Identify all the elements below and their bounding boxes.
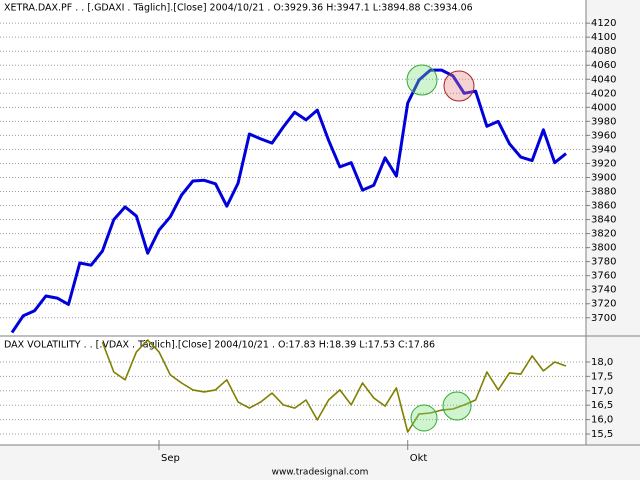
y-tick-label: 15,5 bbox=[591, 429, 613, 440]
plot-area bbox=[0, 0, 586, 445]
y-tick-label: 17,0 bbox=[591, 386, 613, 397]
y-tick-label: 4120 bbox=[591, 18, 616, 29]
y-tick-label: 3740 bbox=[591, 285, 616, 296]
y-tick-label: 3820 bbox=[591, 229, 616, 240]
y-tick-label: 3880 bbox=[591, 186, 616, 197]
y-tick-label: 3860 bbox=[591, 201, 616, 212]
chart-title: DAX VOLATILITY . . [.VDAX . Täglich].[Cl… bbox=[4, 340, 435, 351]
highlight-circle bbox=[410, 404, 438, 432]
highlight-circle bbox=[406, 64, 438, 96]
y-tick-label: 17,5 bbox=[591, 371, 613, 382]
x-tick-label: Okt bbox=[410, 453, 428, 464]
y-tick-label: 4100 bbox=[591, 32, 616, 43]
y-tick-label: 18,0 bbox=[591, 357, 613, 368]
y-tick-label: 3980 bbox=[591, 116, 616, 127]
marks: 3700 3720 3740 3760 3780 3800 3820 3840 3860 3880… bbox=[0, 18, 616, 464]
data-line bbox=[10, 68, 567, 334]
data-line bbox=[101, 339, 567, 433]
y-tick-label: 3940 bbox=[591, 144, 616, 155]
y-tick-label: 3960 bbox=[591, 130, 616, 141]
y-tick-label: 4000 bbox=[591, 102, 616, 113]
y-tick-label: 4040 bbox=[591, 74, 616, 85]
y-tick-label: 3720 bbox=[591, 299, 616, 310]
highlight-circle bbox=[443, 70, 475, 102]
y-tick-label: 3700 bbox=[591, 313, 616, 324]
y-tick-label: 3780 bbox=[591, 257, 616, 268]
chart-title: XETRA.DAX.PF . . [.GDAXI . Täglich].[Clo… bbox=[4, 3, 473, 14]
y-tick-label: 4020 bbox=[591, 88, 616, 99]
y-tick-label: 3900 bbox=[591, 172, 616, 183]
y-tick-label: 16,0 bbox=[591, 415, 613, 426]
y-tick-label: 3800 bbox=[591, 243, 616, 254]
footer: www.tradesignal.com bbox=[272, 468, 369, 478]
y-tick-label: 3760 bbox=[591, 271, 616, 282]
y-tick-label: 3920 bbox=[591, 158, 616, 169]
y-tick-label: 4080 bbox=[591, 46, 616, 57]
highlight-circle bbox=[442, 391, 472, 421]
y-tick-label: 16,5 bbox=[591, 400, 613, 411]
y-tick-label: 3840 bbox=[591, 215, 616, 226]
x-tick-label: Sep bbox=[161, 453, 180, 464]
y-tick-label: 4060 bbox=[591, 60, 616, 71]
